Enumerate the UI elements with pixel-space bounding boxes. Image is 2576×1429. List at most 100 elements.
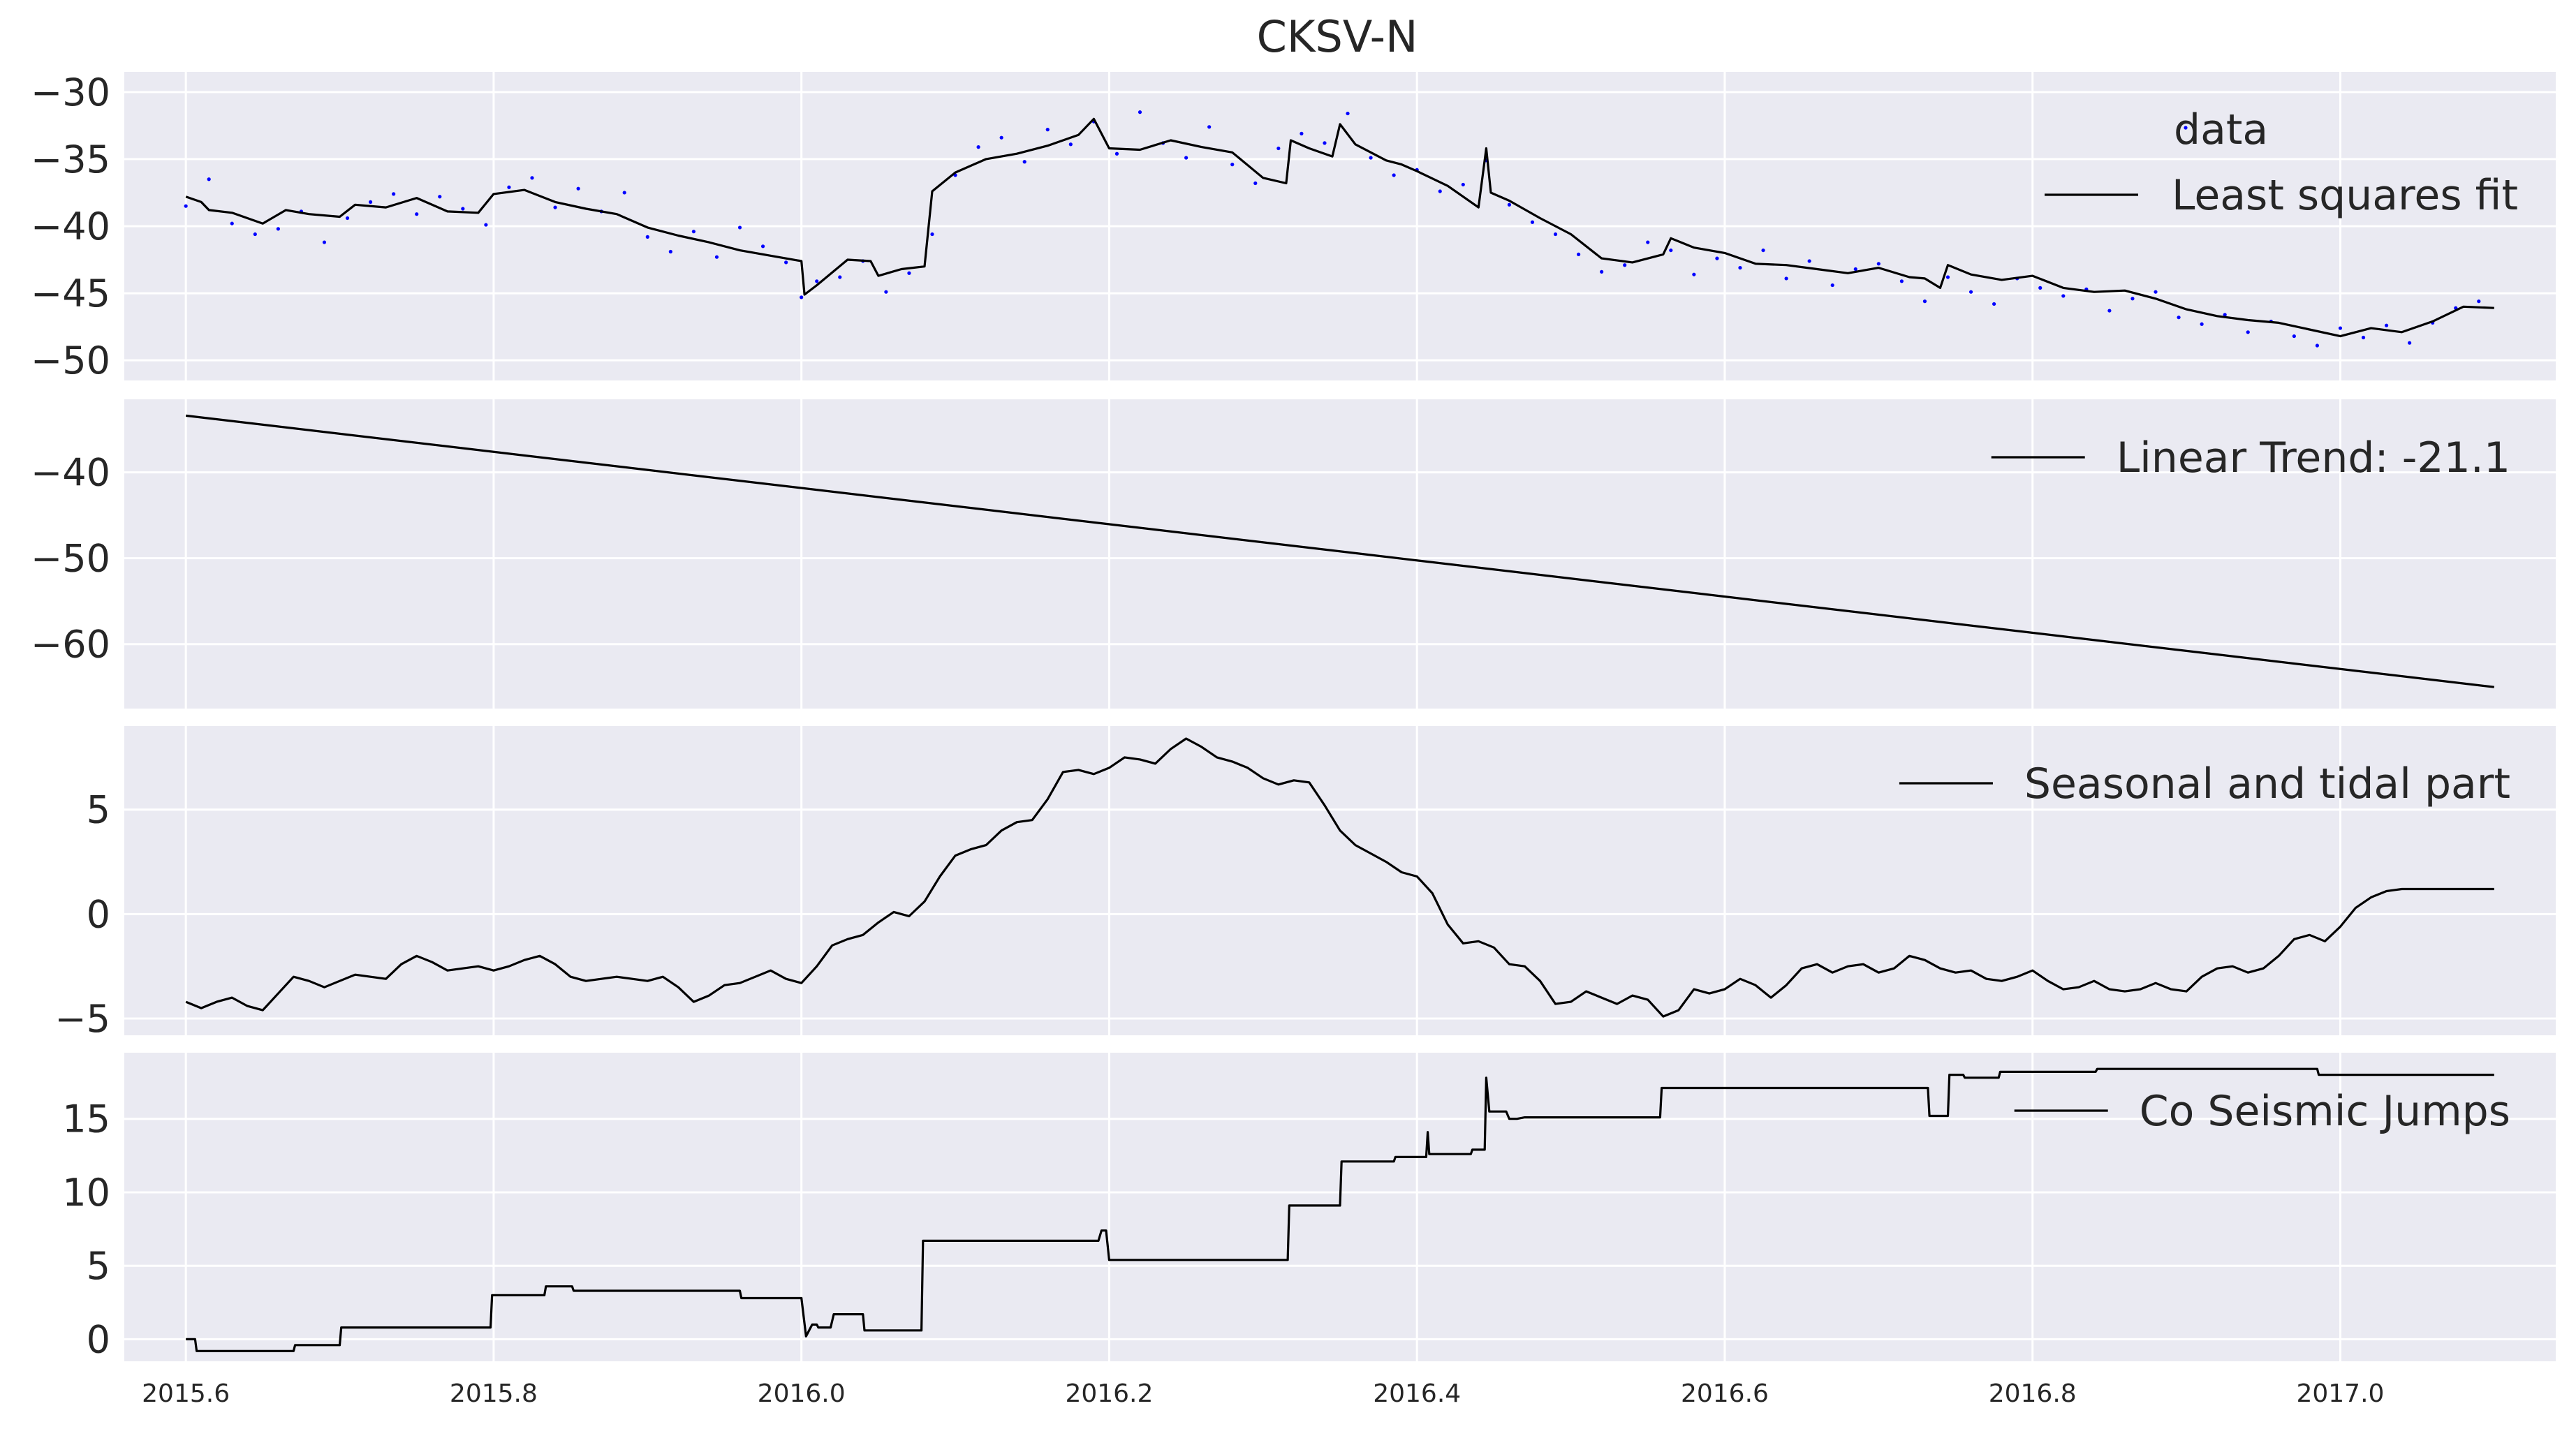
data-point (999, 135, 1003, 140)
data-point (930, 232, 934, 237)
data-point (976, 145, 980, 149)
data-point (276, 227, 280, 231)
data-point (530, 176, 534, 180)
data-point (2130, 297, 2135, 301)
data-point (2408, 341, 2412, 345)
data-point (760, 244, 765, 249)
x-tick-label: 2016.6 (1681, 1379, 1769, 1408)
data-point (1138, 110, 1142, 114)
legend-label: data (2174, 105, 2268, 154)
x-tick-label: 2017.0 (2296, 1379, 2384, 1408)
data-point (207, 177, 211, 182)
y-tick-label: −50 (31, 537, 110, 581)
y-tick-label: 0 (87, 1317, 110, 1361)
y-tick-label: 10 (62, 1171, 110, 1215)
y-tick-label: 5 (87, 1244, 110, 1288)
x-tick-label: 2016.2 (1065, 1379, 1153, 1408)
x-tick-label: 2015.6 (142, 1379, 230, 1408)
x-tick-label: 2016.4 (1373, 1379, 1461, 1408)
data-point (1276, 146, 1281, 151)
data-point (1392, 173, 1396, 177)
data-point (2246, 330, 2250, 334)
data-point (2061, 294, 2066, 298)
legend: data Least squares fit (2045, 105, 2518, 220)
y-tick-label: −35 (31, 138, 110, 182)
data-point (1600, 269, 1604, 274)
data-point (322, 240, 327, 244)
data-point (622, 191, 626, 195)
data-point (369, 200, 373, 205)
data-point (1807, 259, 1811, 263)
data-point (1968, 290, 1973, 294)
data-point (392, 192, 396, 196)
legend-label: Least squares fit (2172, 171, 2518, 220)
data-point (884, 290, 888, 294)
legend: Co Seismic Jumps (2014, 1087, 2510, 1136)
data-point (1323, 141, 1327, 145)
data-point (1553, 232, 1558, 237)
data-point (1369, 156, 1373, 160)
data-point (1184, 156, 1188, 160)
data-point (1438, 189, 1442, 193)
data-point (1784, 276, 1788, 281)
subplot-4: 15 10 5 0 Co Seismic Jumps 2015.6 2015.8 2016.0… (62, 1053, 2556, 1408)
data-point (1876, 262, 1881, 266)
data-point (1114, 151, 1119, 156)
data-point (668, 249, 672, 254)
data-point (1507, 202, 1512, 207)
data-point (1530, 220, 1535, 224)
x-tick-label: 2016.0 (758, 1379, 846, 1408)
series-line (186, 414, 2494, 688)
data-point (691, 230, 696, 234)
data-point (1992, 302, 1996, 306)
y-tick-label: −5 (54, 997, 110, 1041)
data-point (1945, 275, 1950, 279)
data-point (645, 235, 649, 239)
data-point (1022, 160, 1026, 164)
x-tick-label: 2015.8 (450, 1379, 538, 1408)
series-line (186, 1067, 2494, 1352)
legend-label: Co Seismic Jumps (2140, 1087, 2510, 1136)
data-point (1830, 283, 1834, 288)
data-point (2361, 335, 2366, 340)
y-tick-label: −60 (31, 623, 110, 667)
y-tick-label: −30 (31, 71, 110, 114)
data-point (2477, 299, 2481, 304)
subplot-2: −40 −50 −60 Linear Trend: -21.1 (31, 399, 2556, 709)
data-point (1576, 252, 1581, 256)
y-tick-label: 5 (87, 788, 110, 832)
y-tick-label: −40 (31, 451, 110, 495)
data-point (1068, 142, 1073, 147)
data-point (2223, 313, 2227, 317)
x-tick-label: 2016.8 (1989, 1379, 2077, 1408)
data-point (1738, 265, 1742, 270)
data-point (1207, 125, 1212, 129)
data-point (800, 295, 804, 299)
data-point (2107, 309, 2112, 313)
legend: Seasonal and tidal part (1899, 760, 2510, 808)
legend-label: Seasonal and tidal part (2024, 760, 2510, 808)
data-point (2315, 343, 2320, 348)
y-tick-label: −40 (31, 205, 110, 249)
data-point (1715, 256, 1719, 260)
data-point (1692, 272, 1696, 276)
data-point (184, 204, 188, 208)
data-point (907, 271, 911, 275)
data-point (1230, 163, 1235, 167)
data-point (1669, 248, 1673, 253)
data-point (1646, 240, 1650, 244)
data-point (1899, 279, 1904, 283)
data-point (815, 279, 819, 283)
data-points (184, 110, 2481, 348)
data-point (1623, 263, 1627, 267)
data-point (2200, 322, 2204, 326)
axes-background (124, 726, 2556, 1035)
data-point (2292, 334, 2296, 339)
data-point (345, 216, 350, 221)
data-point (1045, 128, 1050, 132)
data-point (2154, 290, 2158, 294)
y-tick-label: 0 (87, 892, 110, 936)
data-point (2038, 286, 2043, 290)
data-point (1346, 111, 1350, 116)
